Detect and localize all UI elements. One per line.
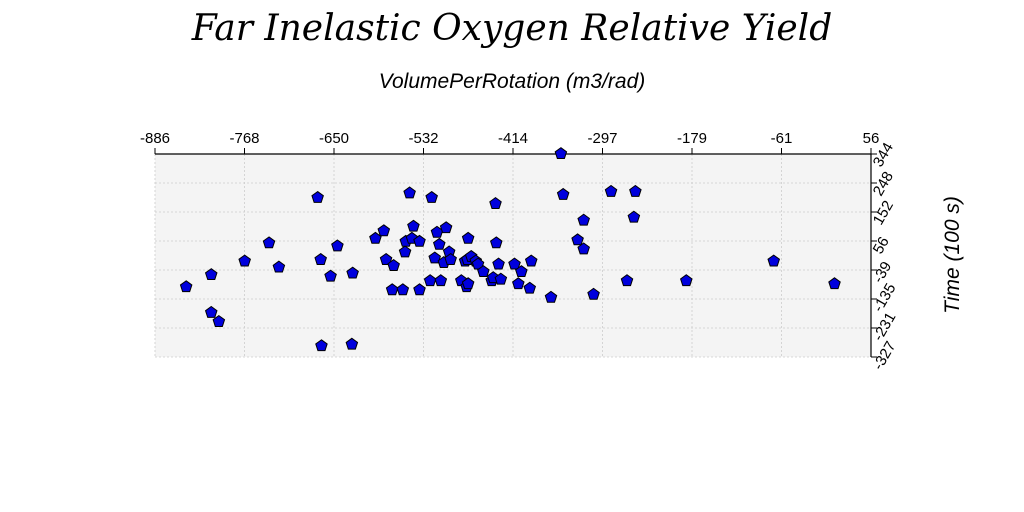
data-point [324,269,337,282]
data-point [494,272,508,285]
chart-title: Far Inelastic Oxygen Relative Yield [191,8,833,49]
data-point [554,147,568,160]
data-point [262,236,276,249]
data-point [489,236,503,249]
data-point [439,221,453,234]
data-point [508,257,521,270]
data-point [331,239,344,252]
grid [154,153,872,358]
data-point [767,254,781,267]
data-point [629,184,642,197]
data-point [477,265,490,278]
x-tick-label: -61 [771,130,793,147]
x-tick-label: -414 [498,130,528,147]
data-point [272,260,286,273]
data-point [423,274,437,287]
x-axis: -886 -768 -650 -532 -414 -297 -179 -61 56 [140,130,880,155]
data-point [577,213,590,226]
data-point [212,314,226,327]
data-point [396,283,410,296]
data-point [556,187,570,200]
y-tick-label: 152 [870,198,897,228]
data-point [346,266,359,279]
data-point [512,277,525,290]
data-point [387,259,400,271]
data-point [238,254,251,267]
data-point [492,257,505,270]
data-point [179,280,193,293]
y-tick-label: 56 [870,234,893,257]
y-tick-label: 248 [870,169,897,199]
data-points [179,147,841,352]
x-tick-label: -532 [408,130,438,147]
data-point [425,190,438,203]
data-point [204,305,218,318]
x-tick-label: -886 [140,130,170,147]
data-point [428,251,442,264]
data-point [587,287,600,300]
data-point [680,274,693,287]
data-point [345,337,359,350]
y-tick-label: -327 [870,338,900,373]
data-point [314,252,327,265]
data-point [413,283,426,296]
data-point [403,186,416,199]
data-point [432,237,446,250]
x-tick-label: -768 [229,130,259,147]
x-tick-label: 56 [863,130,880,147]
data-point [204,268,218,281]
data-point [315,339,328,352]
data-point [311,190,324,203]
data-point [627,210,641,223]
y-axis-label: Time (100 s) [941,196,964,314]
data-point [379,252,393,265]
data-point [524,254,538,267]
data-point [571,233,584,246]
data-point [523,281,537,294]
data-point [620,274,634,287]
data-point [461,231,475,244]
data-point [577,242,590,255]
data-point [828,277,841,290]
data-point [604,184,618,197]
x-axis-label: VolumePerRotation (m3/rad) [378,70,646,93]
data-point [385,283,399,296]
data-point [515,265,528,278]
data-point [398,245,412,258]
data-point [444,252,457,265]
data-point [489,197,502,209]
y-tick-label: -39 [870,259,896,286]
data-point [377,224,391,237]
x-tick-label: -650 [319,130,349,147]
data-point [434,274,448,287]
data-point [461,277,475,290]
data-point [544,290,558,303]
data-point [407,219,420,232]
x-tick-label: -297 [587,130,617,147]
data-point [413,234,426,247]
x-tick-label: -179 [677,130,707,147]
